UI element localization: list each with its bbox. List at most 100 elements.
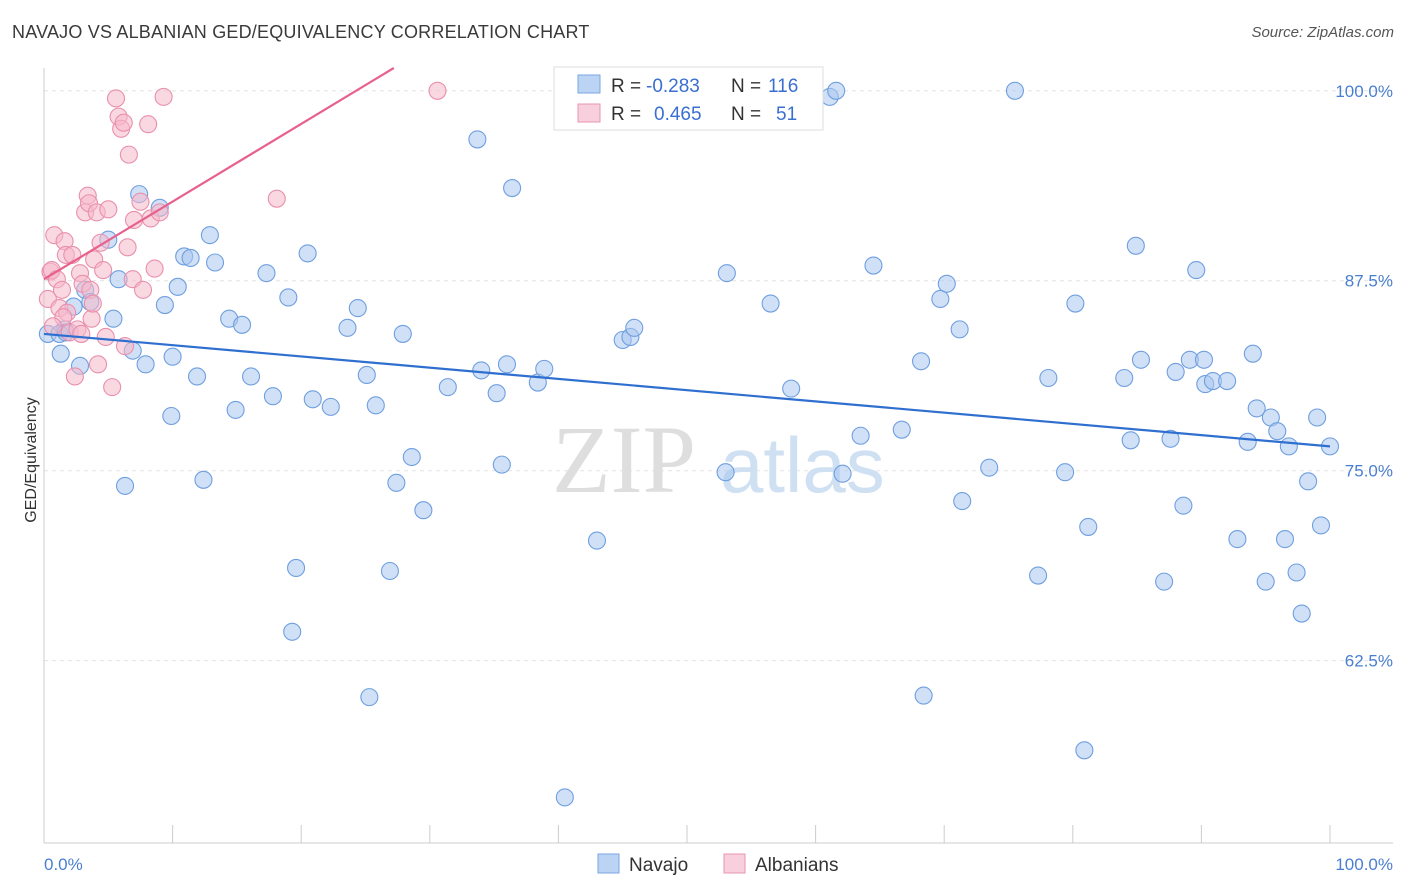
albanian-point: [83, 294, 102, 313]
navajo-point: [937, 274, 956, 293]
navajo-point: [827, 81, 846, 100]
navajo-point: [303, 390, 322, 409]
navajo-point: [321, 397, 340, 416]
series-legend: Navajo Albanians: [597, 853, 838, 876]
navajo-point: [1247, 399, 1266, 418]
navajo-point: [283, 622, 302, 641]
navajo-point: [1194, 350, 1214, 369]
navajo-point: [914, 686, 933, 705]
navajo-point: [366, 396, 385, 415]
navajo-point: [1279, 437, 1298, 456]
legend-r-label-albanians: R =: [611, 104, 641, 125]
albanian-point: [118, 238, 137, 257]
navajo-point: [1243, 344, 1262, 363]
legend-swatch-navajo: [577, 74, 601, 94]
navajo-point: [360, 688, 379, 707]
navajo-point: [287, 558, 306, 578]
legend-r-value-navajo: -0.283: [646, 76, 700, 97]
navajo-point: [864, 256, 883, 275]
navajo-point: [1292, 604, 1311, 623]
navajo-point: [115, 476, 135, 495]
watermark-zip: ZIP: [552, 406, 696, 513]
navajo-point: [357, 365, 376, 385]
navajo-point: [338, 318, 357, 337]
trendlines: [43, 67, 1331, 448]
navajo-point: [535, 359, 554, 378]
legend-swatch-albanians: [577, 103, 601, 123]
navajo-point: [1075, 741, 1094, 760]
albanian-points: [38, 81, 447, 397]
x-tick-label-max: 100.0%: [1335, 855, 1393, 874]
albanian-trendline: [43, 67, 395, 281]
navajo-point: [1079, 517, 1098, 536]
navajo-point: [587, 531, 607, 550]
navajo-point: [487, 384, 506, 403]
navajo-point: [1238, 432, 1257, 451]
navajo-point: [168, 277, 187, 296]
bottom-legend-label-albanians: Albanians: [755, 855, 838, 876]
y-tick-label: 62.5%: [1345, 652, 1393, 671]
albanian-point: [103, 378, 122, 397]
navajo-point: [1218, 371, 1237, 391]
albanian-point: [106, 89, 126, 108]
albanian-point: [88, 355, 108, 374]
legend-r-label-navajo: R =: [611, 76, 641, 97]
navajo-point: [833, 464, 852, 483]
bottom-legend-label-navajo: Navajo: [629, 855, 688, 876]
albanian-point: [96, 327, 115, 347]
albanian-point: [65, 367, 84, 386]
navajo-point: [1161, 429, 1180, 448]
navajo-point: [104, 309, 123, 328]
navajo-point: [226, 400, 245, 419]
navajo-point: [200, 226, 219, 245]
stats-legend: R = -0.283 N = 116 R = 0.465 N = 51: [553, 66, 824, 131]
albanian-point: [119, 145, 138, 164]
navajo-point: [438, 378, 457, 397]
navajo-point: [393, 324, 412, 343]
x-tick-label-min: 0.0%: [44, 855, 83, 874]
navajo-point: [1268, 422, 1287, 441]
legend-r-value-albanians: 0.465: [654, 104, 702, 125]
navajo-point: [298, 244, 317, 263]
navajo-point: [1311, 516, 1331, 535]
albanian-point: [139, 115, 158, 134]
navajo-point: [232, 315, 252, 334]
legend-n-label-albanians: N =: [731, 104, 761, 125]
navajo-point: [136, 355, 155, 374]
navajo-point: [194, 470, 213, 489]
navajo-point: [497, 355, 517, 374]
albanian-point: [154, 87, 173, 106]
navajo-point: [1174, 496, 1193, 515]
navajo-point: [1287, 563, 1306, 582]
chart-title: NAVAJO VS ALBANIAN GED/EQUIVALENCY CORRE…: [12, 22, 590, 42]
albanian-point: [82, 309, 101, 328]
legend-n-value-albanians: 51: [776, 104, 797, 125]
watermark: ZIP atlas: [552, 406, 885, 513]
navajo-point: [348, 299, 367, 318]
albanian-point: [43, 317, 63, 336]
albanian-point: [145, 259, 164, 278]
albanian-point: [99, 200, 118, 219]
navajo-point: [468, 130, 487, 149]
navajo-point: [912, 352, 931, 371]
navajo-point: [472, 361, 491, 380]
y-tick-label: 75.0%: [1345, 462, 1393, 481]
navajo-point: [163, 347, 182, 366]
albanian-point: [133, 280, 153, 299]
navajo-point: [782, 379, 801, 398]
axes: [43, 68, 1393, 844]
y-tick-label: 100.0%: [1335, 82, 1393, 101]
navajo-point: [980, 458, 999, 477]
albanian-point: [150, 203, 169, 222]
navajo-point: [1039, 368, 1058, 388]
navajo-point: [162, 406, 181, 426]
navajo-point: [387, 473, 406, 492]
navajo-point: [187, 367, 207, 386]
navajo-point: [1066, 294, 1085, 313]
navajo-point: [761, 294, 780, 313]
bottom-legend-swatch-albanians: [723, 853, 746, 874]
navajo-point: [257, 264, 276, 283]
bottom-legend-swatch-navajo: [597, 853, 620, 874]
navajo-point: [625, 318, 644, 337]
navajo-point: [380, 561, 399, 581]
